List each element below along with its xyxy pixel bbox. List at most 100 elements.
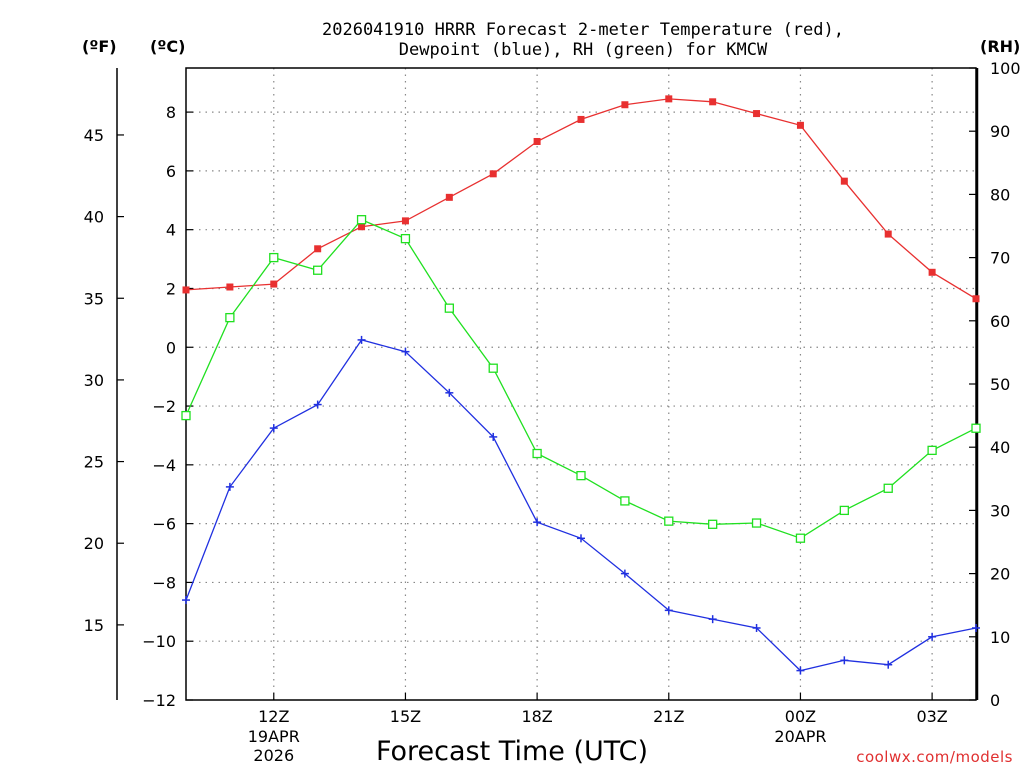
series-line-2 bbox=[185, 218, 977, 539]
chart-title-line2: Dewpoint (blue), RH (green) for KMCW bbox=[399, 40, 768, 60]
series-1-point-18 bbox=[972, 623, 980, 632]
fahrenheit-tick-label-1: 40 bbox=[84, 208, 104, 227]
series-2-point-11 bbox=[664, 516, 674, 526]
series-0-point-12 bbox=[709, 98, 717, 106]
series-1-point-3 bbox=[313, 400, 322, 409]
series-2-point-10 bbox=[620, 496, 630, 506]
series-line-1 bbox=[185, 339, 977, 672]
series-1-point-14 bbox=[796, 666, 805, 675]
series-0-point-13 bbox=[753, 110, 761, 118]
series-2-point-1 bbox=[225, 312, 235, 323]
series-0-point-6 bbox=[445, 193, 453, 201]
series-1-point-8 bbox=[533, 518, 542, 527]
series-1-point-11 bbox=[664, 606, 673, 615]
rh-tick-label-6: 40 bbox=[990, 438, 1010, 457]
plot-frame bbox=[185, 67, 977, 701]
series-1-point-1 bbox=[225, 482, 234, 491]
series-0-point-16 bbox=[884, 230, 892, 238]
x-axis-title: Forecast Time (UTC) bbox=[376, 736, 648, 767]
celsius-tick-label-2: 4 bbox=[166, 221, 176, 240]
rh-tick-label-10: 0 bbox=[990, 691, 1000, 710]
series-0-point-0 bbox=[182, 286, 190, 294]
celsius-tick-label-4: 0 bbox=[166, 338, 176, 357]
series-1-point-10 bbox=[620, 569, 629, 578]
series-0-point-7 bbox=[489, 170, 497, 178]
series-0-point-1 bbox=[226, 283, 234, 291]
series-2-point-8 bbox=[532, 448, 542, 459]
fahrenheit-unit-label: (ºF) bbox=[82, 37, 117, 56]
series-2-point-3 bbox=[313, 265, 323, 275]
series-0-point-14 bbox=[796, 121, 804, 129]
series-1-point-16 bbox=[884, 660, 893, 669]
fahrenheit-tick-label-5: 20 bbox=[84, 534, 104, 553]
celsius-unit-label: (ºC) bbox=[150, 37, 185, 56]
series-0-point-9 bbox=[577, 115, 585, 123]
series-2-point-7 bbox=[488, 363, 498, 373]
series-2-point-18 bbox=[971, 423, 981, 433]
series-1-point-2 bbox=[269, 424, 278, 433]
data-series bbox=[181, 95, 981, 675]
series-2-point-17 bbox=[927, 445, 937, 456]
celsius-tick-label-1: 6 bbox=[166, 162, 176, 181]
series-2-point-14 bbox=[795, 533, 806, 543]
series-1-point-9 bbox=[577, 534, 585, 543]
x-tick-date-4: 20APR bbox=[774, 727, 826, 746]
rh-unit-label: (RH) bbox=[980, 37, 1020, 56]
series-1-point-12 bbox=[708, 615, 717, 624]
rh-tick-label-9: 10 bbox=[990, 628, 1010, 647]
x-tick-label-4: 00Z bbox=[785, 707, 816, 726]
x-tick-date-0: 19APR bbox=[248, 727, 300, 746]
celsius-tick-label-0: 8 bbox=[166, 103, 176, 122]
rh-tick-label-2: 80 bbox=[990, 185, 1010, 204]
fahrenheit-tick-label-4: 25 bbox=[84, 453, 104, 472]
series-0-point-17 bbox=[928, 268, 936, 276]
series-0-point-11 bbox=[665, 95, 673, 103]
fahrenheit-tick-label-2: 35 bbox=[84, 289, 104, 308]
rh-tick-label-1: 90 bbox=[990, 122, 1010, 141]
chart-title-line1: 2026041910 HRRR Forecast 2-meter Tempera… bbox=[322, 20, 844, 40]
x-tick-label-3: 21Z bbox=[653, 707, 684, 726]
x-tick-label-5: 03Z bbox=[916, 707, 947, 726]
rh-tick-label-0: 100 bbox=[990, 59, 1021, 78]
rh-tick-label-8: 20 bbox=[990, 565, 1010, 584]
celsius-tick-label-6: −4 bbox=[152, 456, 176, 475]
x-tick-year-0: 2026 bbox=[253, 746, 294, 765]
rh-tick-label-5: 50 bbox=[990, 375, 1010, 394]
series-2-point-5 bbox=[400, 233, 411, 244]
series-1-point-7 bbox=[489, 432, 498, 441]
series-1-point-6 bbox=[445, 388, 454, 397]
x-tick-label-2: 18Z bbox=[521, 707, 552, 726]
series-2-point-4 bbox=[356, 215, 367, 225]
series-2-point-6 bbox=[444, 303, 454, 313]
celsius-tick-label-3: 2 bbox=[166, 279, 176, 298]
series-1-point-0 bbox=[182, 596, 190, 605]
series-2-point-16 bbox=[883, 483, 893, 493]
series-1-point-17 bbox=[928, 632, 937, 641]
series-0-point-18 bbox=[972, 295, 980, 303]
series-0-point-10 bbox=[621, 101, 629, 109]
credit-text: coolwx.com/models bbox=[856, 748, 1013, 766]
x-tick-label-1: 15Z bbox=[390, 707, 421, 726]
series-2-point-13 bbox=[751, 518, 762, 528]
series-2-point-2 bbox=[269, 252, 279, 263]
series-1-point-5 bbox=[401, 347, 410, 356]
fahrenheit-tick-label-0: 45 bbox=[84, 126, 104, 145]
celsius-tick-label-10: −12 bbox=[142, 691, 176, 710]
series-0-point-15 bbox=[840, 177, 848, 185]
series-2-point-15 bbox=[839, 505, 849, 516]
celsius-tick-label-5: −2 bbox=[152, 397, 176, 416]
grid-lines bbox=[186, 68, 976, 700]
series-1-point-13 bbox=[752, 623, 761, 632]
rh-tick-label-4: 60 bbox=[990, 312, 1010, 331]
series-0-point-5 bbox=[401, 217, 409, 225]
fahrenheit-tick-label-6: 15 bbox=[84, 616, 104, 635]
x-tick-label-0: 12Z bbox=[258, 707, 289, 726]
series-1-point-4 bbox=[357, 335, 366, 344]
series-0-point-4 bbox=[358, 223, 366, 231]
series-line-0 bbox=[185, 98, 977, 300]
series-0-point-2 bbox=[270, 280, 278, 288]
celsius-tick-label-7: −6 bbox=[152, 515, 176, 534]
fahrenheit-tick-label-3: 30 bbox=[84, 371, 104, 390]
